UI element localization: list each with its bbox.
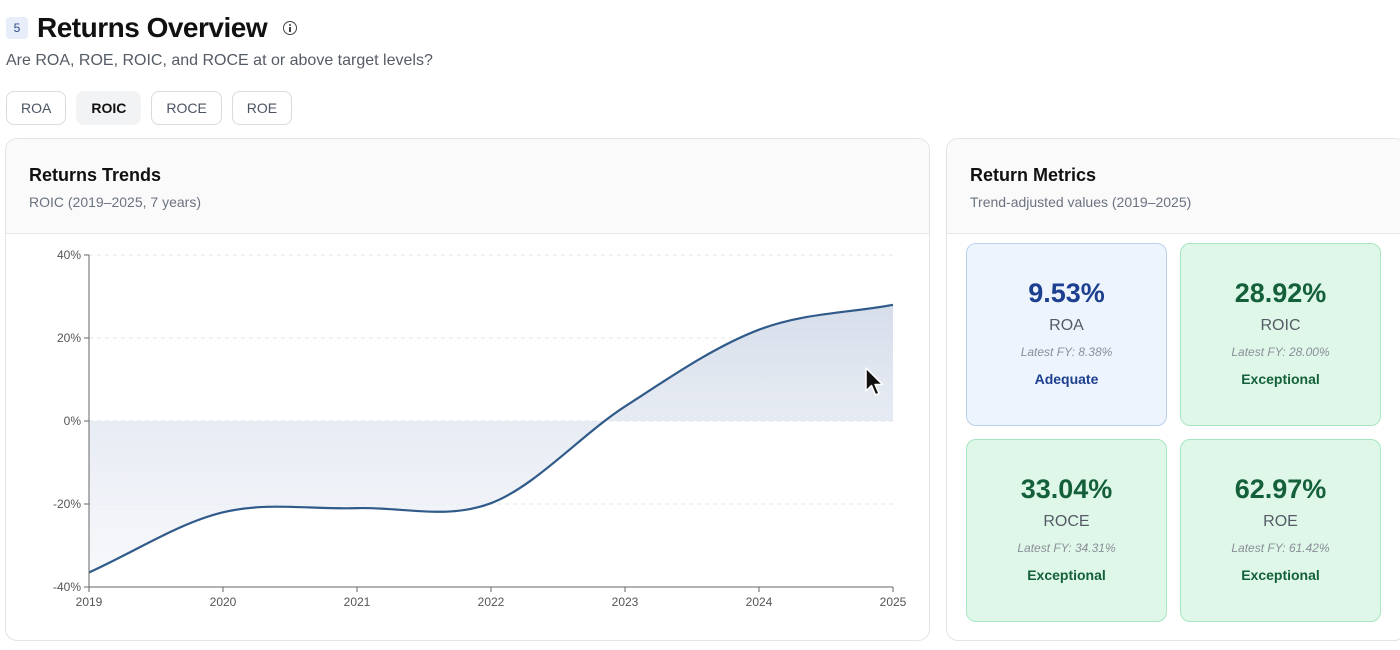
card-header: Returns Trends ROIC (2019–2025, 7 years) [6, 139, 929, 234]
step-badge: 5 [6, 17, 28, 39]
metric-card-roic[interactable]: 28.92% ROIC Latest FY: 28.00% Exceptiona… [1180, 243, 1381, 426]
metric-latest: Latest FY: 61.42% [1231, 541, 1330, 555]
y-tick-label: -40% [53, 580, 81, 594]
series-line [88, 303, 894, 574]
metric-status: Exceptional [1027, 567, 1106, 583]
y-tick-label: 20% [57, 331, 81, 345]
tab-roic[interactable]: ROIC [76, 91, 142, 125]
metric-name: ROIC [1260, 317, 1301, 334]
metric-value: 62.97% [1234, 474, 1327, 504]
tab-roe[interactable]: ROE [231, 91, 293, 125]
page-header: 5 Returns Overview [6, 12, 298, 44]
page-subtitle: Are ROA, ROE, ROIC, and ROCE at or above… [6, 52, 433, 69]
metric-card-roa[interactable]: 9.53% ROA Latest FY: 8.38% Adequate [966, 243, 1167, 426]
x-tick-label: 2022 [478, 595, 505, 609]
series-area [89, 304, 893, 573]
metric-name: ROE [1263, 513, 1298, 530]
x-tick-label: 2020 [210, 595, 237, 609]
x-tick-label: 2019 [76, 595, 103, 609]
x-tick-label: 2024 [746, 595, 773, 609]
metric-name: ROA [1049, 317, 1084, 334]
returns-trend-chart[interactable]: 40% 20% 0% -20% -40%2019 2020 2021 2022 2023 2024… [6, 234, 930, 641]
metric-name: ROCE [1043, 513, 1090, 530]
metric-value: 9.53% [1028, 278, 1105, 308]
metric-card-roe[interactable]: 62.97% ROE Latest FY: 61.42% Exceptional [1180, 439, 1381, 622]
return-metrics-card: Return Metrics Trend-adjusted values (20… [946, 138, 1400, 641]
returns-trends-card: Returns Trends ROIC (2019–2025, 7 years)… [5, 138, 930, 641]
metric-value: 33.04% [1020, 474, 1113, 504]
page-title: Returns Overview [37, 12, 268, 43]
x-tick-label: 2021 [344, 595, 371, 609]
metric-card-roce[interactable]: 33.04% ROCE Latest FY: 34.31% Exceptiona… [966, 439, 1167, 622]
metric-status: Exceptional [1241, 371, 1320, 387]
card-title: Return Metrics [970, 165, 1097, 185]
x-tick-label: 2023 [612, 595, 639, 609]
metric-tabs: ROA ROIC ROCE ROE [6, 91, 293, 125]
metric-latest: Latest FY: 28.00% [1231, 345, 1330, 359]
metric-latest: Latest FY: 8.38% [1020, 345, 1113, 359]
card-title: Returns Trends [29, 165, 162, 185]
mouse-cursor-icon [865, 367, 884, 396]
metrics-grid: 9.53% ROA Latest FY: 8.38% Adequate 28.9… [966, 243, 1381, 622]
info-icon[interactable] [283, 21, 298, 35]
y-tick-label: -20% [53, 497, 81, 511]
metric-status: Adequate [1034, 371, 1099, 387]
metric-status: Exceptional [1241, 567, 1320, 583]
card-header: Return Metrics Trend-adjusted values (20… [947, 139, 1400, 234]
tab-roce[interactable]: ROCE [151, 91, 222, 125]
y-tick-label: 0% [64, 414, 82, 428]
x-tick-label: 2025 [880, 595, 907, 609]
card-subtitle: ROIC (2019–2025, 7 years) [29, 194, 201, 210]
metric-value: 28.92% [1234, 278, 1327, 308]
tab-roa[interactable]: ROA [6, 91, 67, 125]
metric-latest: Latest FY: 34.31% [1017, 541, 1116, 555]
card-subtitle: Trend-adjusted values (2019–2025) [970, 194, 1192, 210]
y-tick-label: 40% [57, 248, 81, 262]
